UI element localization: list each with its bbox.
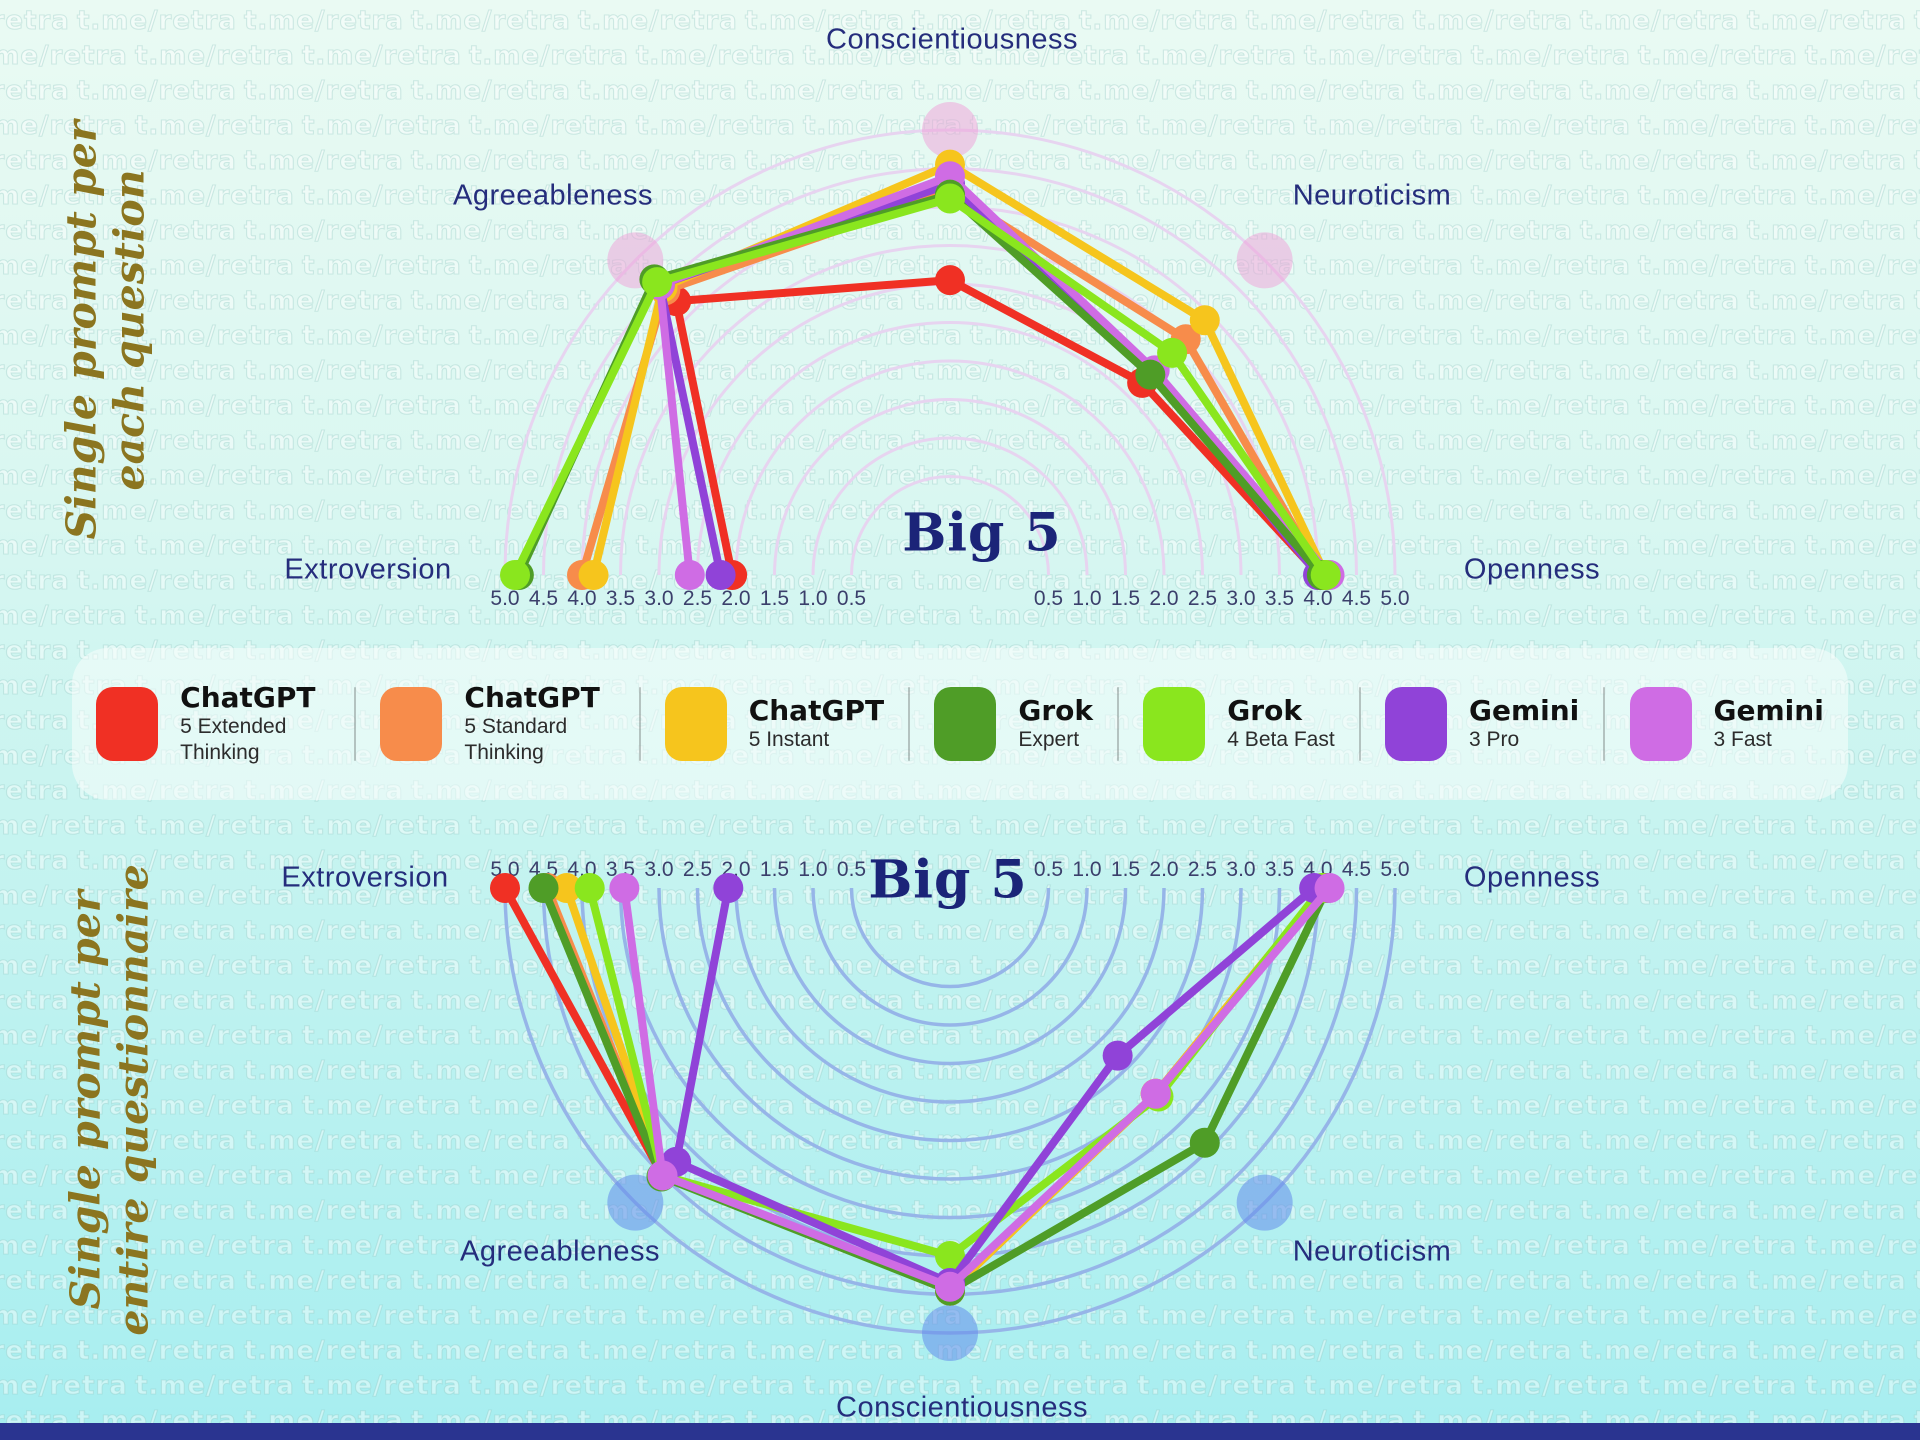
tick-label: 3.5	[1265, 587, 1294, 610]
legend-brand: ChatGPT	[464, 680, 600, 714]
legend-variant: 4 Beta Fast	[1227, 727, 1335, 751]
axis-label-agreeableness-top: Agreeableness	[453, 179, 653, 212]
legend-brand: ChatGPT	[180, 680, 316, 714]
legend-item-chatgpt-5-extended: ChatGPT 5 Extended Thinking	[96, 680, 330, 767]
tick-label: 0.5	[1034, 858, 1063, 881]
legend-variant: 5 Instant	[748, 727, 830, 751]
legend-divider	[638, 687, 641, 761]
radar-chart-top: 0.5 0.5 1.0 1.0 1.5 1.5 2.0 2.0 2.5 2.5 3.0 3.0 3.5 3…	[490, 102, 1410, 610]
tick-label: 1.5	[760, 587, 789, 610]
axis-label-openness-top: Openness	[1463, 553, 1601, 586]
legend-variant: 3 Pro	[1468, 727, 1520, 751]
tick-label: 1.0	[798, 858, 827, 881]
tick-label: 3.0	[1226, 587, 1255, 610]
legend-variant: Expert	[1018, 727, 1080, 751]
section-title-top-line1: Single prompt per	[57, 120, 106, 540]
tick-label: 1.5	[1111, 858, 1140, 881]
section-title-top-line2: each question	[106, 169, 154, 491]
tick-label: 5.0	[1380, 587, 1409, 610]
legend-swatch-purple	[1384, 687, 1447, 761]
axis-label-openness-bottom: Openness	[1463, 861, 1601, 894]
legend-swatch-green	[934, 687, 997, 761]
tick-label: 4.5	[529, 587, 558, 610]
axis-label-agreeableness-bottom: Agreeableness	[460, 1235, 660, 1268]
legend-panel: ChatGPT 5 Extended Thinking ChatGPT 5 St…	[72, 648, 1848, 800]
tick-label: 4.0	[1303, 587, 1332, 610]
axis-label-neuroticism-top: Neuroticism	[1292, 179, 1452, 212]
chart-title-top: Big 5	[902, 502, 1062, 564]
legend-swatch-yellow	[664, 687, 727, 761]
legend-brand: Gemini	[1713, 693, 1824, 727]
legend-divider	[1603, 687, 1606, 761]
legend-swatch-red	[96, 687, 159, 761]
footer-bar	[0, 1423, 1920, 1440]
legend-divider	[908, 687, 911, 761]
legend-swatch-lime	[1143, 687, 1206, 761]
legend-variant: 5 Standard Thinking	[464, 714, 568, 765]
axis-label-conscientiousness-top: Conscientiousness	[826, 23, 1078, 56]
tick-label: 1.0	[1072, 587, 1101, 610]
tick-label: 1.5	[760, 858, 789, 881]
legend-divider	[354, 687, 357, 761]
tick-label: 3.5	[606, 587, 635, 610]
axis-label-extroversion-top: Extroversion	[284, 553, 452, 586]
legend-divider	[1358, 687, 1361, 761]
legend-swatch-orchid	[1629, 687, 1692, 761]
tick-label: 2.5	[1188, 858, 1217, 881]
section-title-top: Single prompt per each question	[58, 121, 155, 540]
tick-label: 5.0	[490, 587, 519, 610]
chart-title-bottom: Big 5	[868, 849, 1028, 911]
section-title-bottom-line1: Single prompt per	[61, 890, 110, 1310]
legend-item-chatgpt-5-instant: ChatGPT 5 Instant	[664, 687, 885, 761]
tick-label: 2.5	[1188, 587, 1217, 610]
tick-label: 0.5	[837, 587, 866, 610]
tick-label: 2.5	[683, 858, 712, 881]
tick-label: 2.0	[721, 587, 750, 610]
tick-label: 4.5	[1342, 858, 1371, 881]
legend-divider	[1117, 687, 1120, 761]
legend-swatch-orange	[380, 687, 443, 761]
legend-brand: Gemini	[1468, 693, 1580, 727]
tick-label: 3.0	[644, 858, 673, 881]
tick-label: 2.0	[1149, 587, 1178, 610]
legend-brand: Grok	[1018, 693, 1094, 727]
legend-variant: 5 Extended Thinking	[180, 714, 287, 765]
tick-label: 4.0	[567, 587, 596, 610]
axis-label-conscientiousness-bottom: Conscientiousness	[836, 1391, 1088, 1424]
section-title-bottom-line2: entire questionnaire	[110, 864, 158, 1336]
legend-item-grok-expert: Grok Expert	[934, 687, 1093, 761]
legend-item-chatgpt-5-standard: ChatGPT 5 Standard Thinking	[380, 680, 614, 767]
tick-label: 1.0	[798, 587, 827, 610]
tick-label: 2.0	[1149, 858, 1178, 881]
radar-chart-bottom: 0.5 0.51.0 1.01.5 1.52.0 2.02.5 2.53.0 3.03.5 3…	[490, 858, 1410, 1361]
tick-label: 3.5	[1265, 858, 1294, 881]
tick-label: 4.5	[1342, 587, 1371, 610]
legend-brand: Grok	[1227, 693, 1302, 727]
tick-label: 2.5	[683, 587, 712, 610]
tick-label: 3.0	[1226, 858, 1255, 881]
legend-item-gemini-3-fast: Gemini 3 Fast	[1629, 687, 1824, 761]
axis-label-neuroticism-bottom: Neuroticism	[1292, 1235, 1452, 1268]
tick-label: 0.5	[1034, 587, 1063, 610]
tick-label: 0.5	[837, 858, 866, 881]
tick-label: 3.0	[644, 587, 673, 610]
tick-label: 1.0	[1072, 858, 1101, 881]
tick-label: 5.0	[1380, 858, 1409, 881]
tick-label: 1.5	[1111, 587, 1140, 610]
legend-brand: ChatGPT	[748, 693, 885, 727]
legend-item-grok-4-beta-fast: Grok 4 Beta Fast	[1143, 687, 1335, 761]
axis-label-extroversion-bottom: Extroversion	[281, 861, 449, 894]
section-title-bottom: Single prompt per entire questionnaire	[62, 864, 159, 1335]
legend-item-gemini-3-pro: Gemini 3 Pro	[1384, 687, 1580, 761]
legend-variant: 3 Fast	[1713, 727, 1772, 751]
